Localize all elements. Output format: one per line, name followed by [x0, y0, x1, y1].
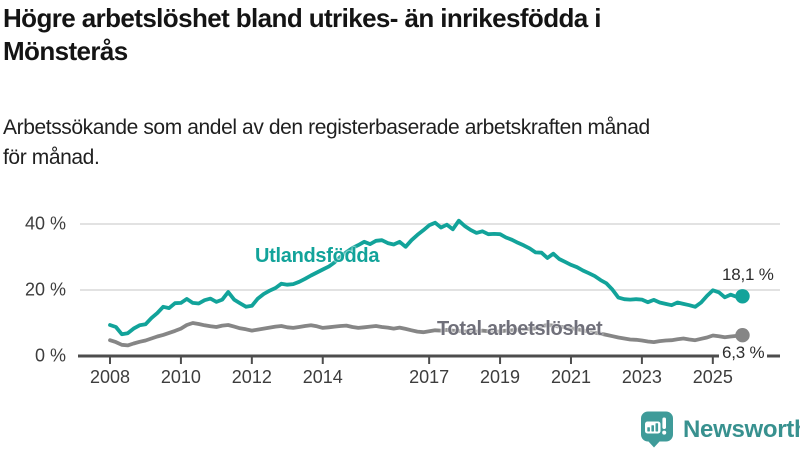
page-title-line1: Högre arbetslöshet bland utrikes- än inr…	[3, 3, 601, 33]
x-axis-tick-label: 2021	[550, 367, 591, 387]
page-title: Högre arbetslöshet bland utrikes- än inr…	[3, 2, 795, 68]
x-axis-tick-label: 2010	[160, 367, 201, 387]
page-title-line2: Mönsterås	[3, 36, 128, 66]
x-axis-tick-label: 2014	[302, 367, 343, 387]
newsworthy-logo[interactable]: Newsworthy	[640, 411, 800, 448]
page-subtitle: Arbetssökande som andel av den registerb…	[3, 113, 795, 173]
series-label-utlandsfodda: Utlandsfödda	[255, 245, 380, 267]
page-subtitle-line1: Arbetssökande som andel av den registerb…	[3, 116, 650, 139]
x-axis-tick-label: 2023	[621, 367, 662, 387]
y-axis-tick-label: 20 %	[24, 279, 66, 300]
bar-chart-bubble-icon	[641, 411, 673, 448]
x-axis-tick-label: 2008	[89, 367, 131, 387]
brand-name: Newsworthy	[683, 415, 800, 443]
page-subtitle-line2: för månad.	[3, 146, 100, 169]
y-axis-tick-label: 40 %	[24, 213, 66, 234]
x-axis-tick-label: 2012	[231, 367, 272, 387]
series-label-total-arbetsloshet: Total arbetslöshet	[437, 318, 603, 340]
x-axis-tick-label: 2017	[409, 367, 450, 387]
x-axis-tick-label: 2025	[692, 367, 733, 387]
x-axis-tick-label: 2019	[480, 367, 521, 387]
end-value-label-total: 6,3 %	[719, 343, 768, 363]
end-value-label-utlandsfodda: 18,1 %	[722, 265, 774, 284]
y-axis-tick-label: 0 %	[34, 345, 66, 366]
